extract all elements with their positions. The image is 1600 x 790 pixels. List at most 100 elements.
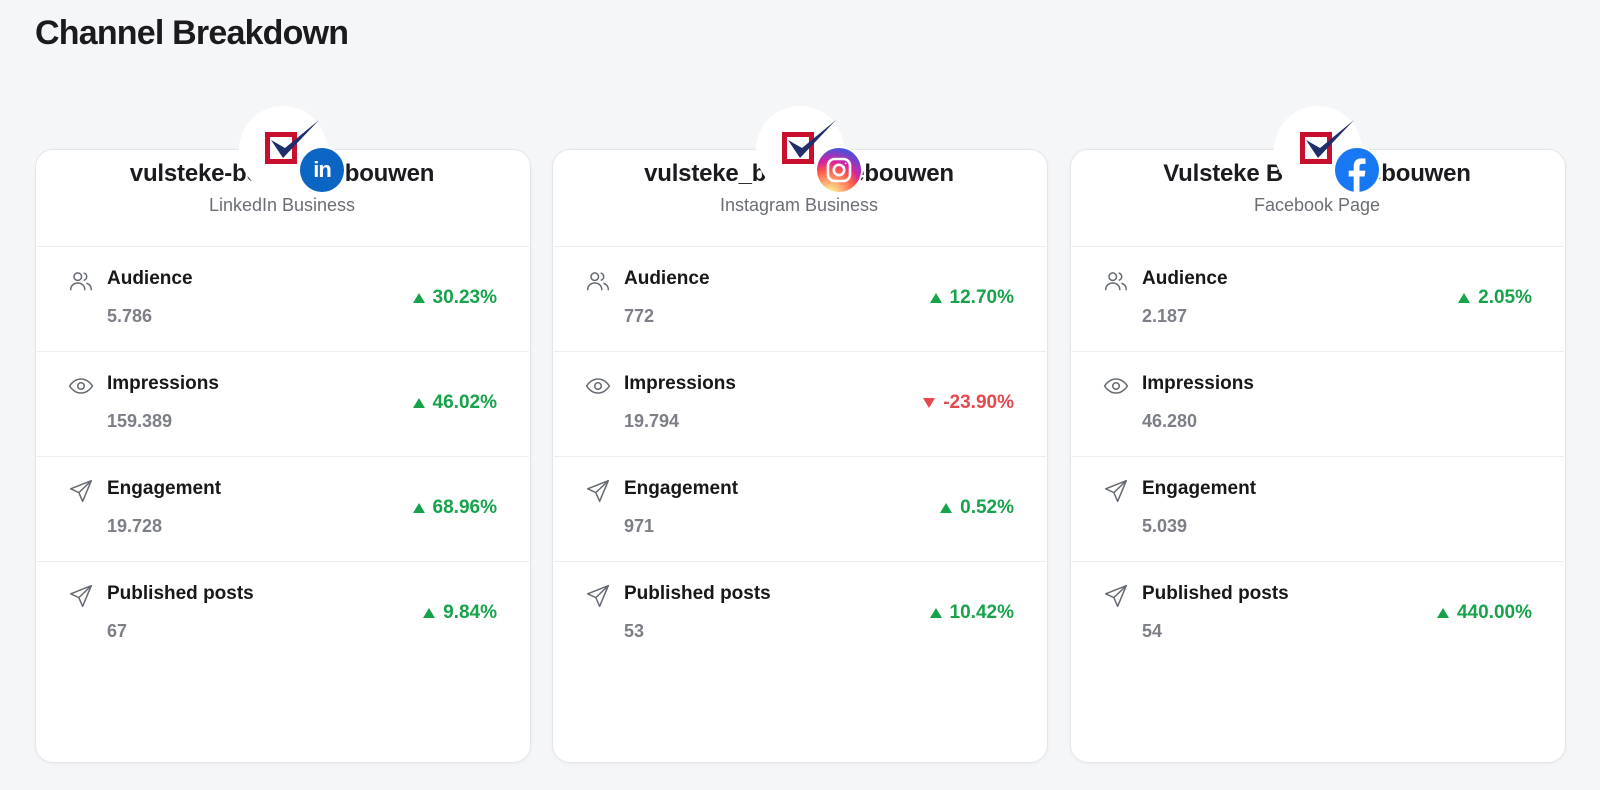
trend-up-icon (929, 293, 942, 303)
send-icon (1104, 584, 1128, 608)
send-icon (69, 584, 93, 608)
send-icon (586, 479, 610, 503)
metric-change: 2.05% (1458, 287, 1532, 309)
change-value: 9.84% (443, 602, 497, 623)
send-icon (586, 584, 610, 608)
metric-value: 53 (624, 621, 645, 641)
change-value: 30.23% (432, 287, 497, 308)
trend-up-icon (1436, 608, 1449, 618)
facebook-icon (1335, 148, 1379, 192)
metric-label: Impressions (1142, 373, 1254, 394)
metric-value: 46.280 (1142, 411, 1198, 431)
metric-change: 9.84% (423, 602, 497, 624)
company-avatar: in (239, 106, 344, 194)
metric-row-engagement: Engagement 971 0.52% (552, 456, 1046, 561)
metric-label: Audience (1142, 268, 1228, 289)
facebook-glyph (1348, 158, 1366, 192)
company-avatar (1274, 106, 1379, 194)
change-value: -23.90% (943, 392, 1014, 413)
metric-label: Engagement (624, 478, 739, 499)
metrics-list: Audience 5.786 30.23% Impressions 159.38… (35, 246, 529, 666)
account-type: Facebook Page (1253, 195, 1381, 215)
trend-up-icon (412, 293, 425, 303)
metric-label: Engagement (1142, 478, 1257, 499)
change-value: 46.02% (432, 392, 497, 413)
check-logo-icon (788, 120, 836, 158)
page-title: Channel Breakdown (35, 14, 349, 52)
metric-label: Impressions (107, 373, 219, 394)
metric-row-audience: Audience 2.187 2.05% (1070, 246, 1564, 351)
metric-row-published-posts: Published posts 54 440.00% (1070, 561, 1564, 666)
metric-row-published-posts: Published posts 67 9.84% (35, 561, 529, 666)
metric-value: 19.794 (624, 411, 680, 431)
metric-label: Impressions (624, 373, 736, 394)
company-avatar (756, 106, 861, 194)
channel-card-facebook[interactable]: Vulsteke Bedrijfsgebouwen Facebook Page … (1070, 106, 1566, 764)
metric-label: Engagement (107, 478, 222, 499)
send-icon (1104, 479, 1128, 503)
linkedin-glyph: in (313, 157, 332, 182)
change-value: 440.00% (1456, 602, 1532, 623)
trend-up-icon (423, 608, 436, 618)
linkedin-icon: in (300, 148, 344, 192)
users-icon (69, 272, 93, 291)
instagram-icon (817, 148, 861, 192)
eye-icon (585, 378, 611, 394)
metric-change: 0.52% (940, 497, 1014, 519)
eye-icon (1103, 378, 1129, 394)
metric-row-audience: Audience 5.786 30.23% (35, 246, 529, 351)
metric-value: 772 (624, 306, 655, 326)
metric-change: 440.00% (1436, 602, 1532, 624)
trend-up-icon (1458, 293, 1471, 303)
metric-value: 971 (624, 516, 655, 536)
metric-value: 159.389 (107, 411, 173, 431)
trend-up-icon (412, 398, 425, 408)
metric-change: 68.96% (412, 497, 497, 519)
metric-label: Published posts (107, 583, 254, 604)
change-value: 10.42% (949, 602, 1014, 623)
change-value: 12.70% (949, 287, 1014, 308)
metric-change: -23.90% (923, 392, 1014, 414)
trend-up-icon (940, 503, 953, 513)
change-value: 0.52% (960, 497, 1014, 518)
metric-value: 2.187 (1142, 306, 1188, 326)
metric-value: 5.786 (107, 306, 153, 326)
send-icon (69, 479, 93, 503)
metric-label: Published posts (1142, 583, 1289, 604)
account-type: LinkedIn Business (208, 195, 356, 215)
metric-change: 10.42% (929, 602, 1014, 624)
metric-row-impressions: Impressions 159.389 46.02% (35, 351, 529, 456)
metric-change: 12.70% (929, 287, 1014, 309)
metric-label: Published posts (624, 583, 771, 604)
metrics-list: Audience 2.187 2.05% Impressions 46.280 … (1070, 246, 1564, 666)
metric-row-engagement: Engagement 19.728 68.96% (35, 456, 529, 561)
metric-value: 19.728 (107, 516, 163, 536)
check-logo-icon (271, 120, 319, 158)
users-icon (586, 272, 610, 291)
change-value: 2.05% (1478, 287, 1532, 308)
metric-row-engagement: Engagement 5.039 (1070, 456, 1564, 561)
metric-row-audience: Audience 772 12.70% (552, 246, 1046, 351)
trend-up-icon (929, 608, 942, 618)
eye-icon (68, 378, 94, 394)
trend-down-icon (923, 398, 936, 408)
users-icon (1104, 272, 1128, 291)
metric-label: Audience (107, 268, 193, 289)
trend-up-icon (412, 503, 425, 513)
metric-value: 67 (107, 621, 128, 641)
metric-row-impressions: Impressions 19.794 -23.90% (552, 351, 1046, 456)
channel-card-instagram[interactable]: vulsteke_bedrijfsgebouwen Instagram Busi… (552, 106, 1048, 764)
company-logo-box (1300, 132, 1332, 164)
metric-row-published-posts: Published posts 53 10.42% (552, 561, 1046, 666)
account-type: Instagram Business (719, 195, 879, 215)
metric-change: 30.23% (412, 287, 497, 309)
instagram-glyph (826, 157, 852, 183)
metric-value: 54 (1142, 621, 1163, 641)
metric-row-impressions: Impressions 46.280 (1070, 351, 1564, 456)
metrics-list: Audience 772 12.70% Impressions 19.794 -… (552, 246, 1046, 666)
change-value: 68.96% (432, 497, 497, 518)
metric-value: 5.039 (1142, 516, 1188, 536)
channel-card-linkedin[interactable]: in vulsteke-bedrijfsgebouwen LinkedIn Bu… (35, 106, 531, 764)
metric-label: Audience (624, 268, 710, 289)
check-logo-icon (1306, 120, 1354, 158)
